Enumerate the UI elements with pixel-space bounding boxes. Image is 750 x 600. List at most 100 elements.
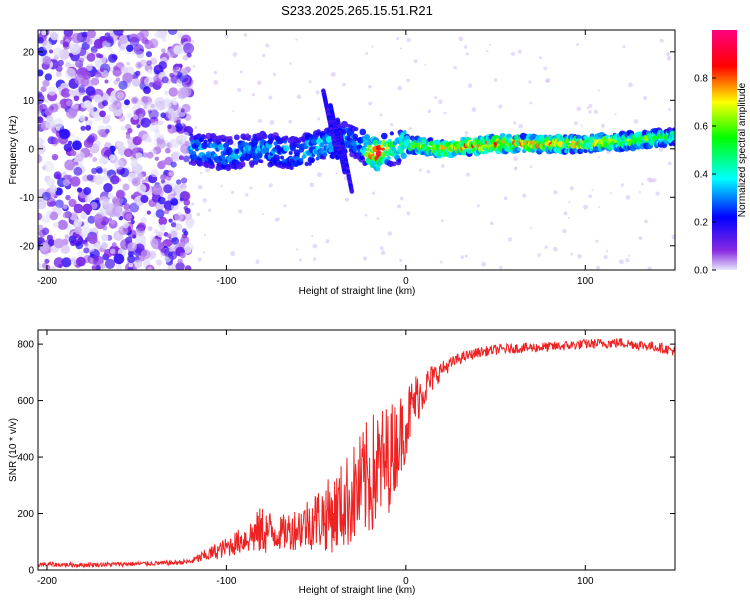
spectrogram-noise-blob bbox=[46, 178, 55, 187]
spectrogram-signal-cell bbox=[205, 151, 213, 158]
spectrogram-noise-blob bbox=[312, 257, 317, 261]
spectrogram-noise-blob bbox=[93, 94, 103, 103]
spectrogram-noise-blob bbox=[173, 64, 180, 71]
spectrogram-signal-cell bbox=[400, 152, 407, 160]
spectrogram-noise-blob bbox=[147, 267, 153, 270]
spectrogram-noise-blob bbox=[379, 246, 384, 251]
spectrogram-noise-blob bbox=[460, 255, 465, 259]
spectrogram-noise-blob bbox=[122, 72, 133, 84]
spectrogram-noise-blob bbox=[179, 241, 186, 248]
spectrogram-noise-blob bbox=[168, 112, 178, 122]
spectrogram-noise-blob bbox=[539, 56, 543, 60]
spectrogram-noise-blob bbox=[73, 151, 85, 162]
spectrogram-noise-blob bbox=[205, 167, 211, 173]
spectrogram-noise-blob bbox=[196, 212, 201, 217]
spectrogram-noise-blob bbox=[108, 53, 117, 63]
spectrogram-noise-blob bbox=[146, 210, 151, 215]
spectrogram-noise-blob bbox=[84, 197, 91, 203]
spectrogram-noise-blob bbox=[232, 143, 237, 147]
spectrogram-noise-blob bbox=[439, 260, 443, 264]
spectrogram-noise-blob bbox=[93, 174, 104, 186]
spectrogram-noise-blob bbox=[161, 37, 167, 43]
spectrogram-noise-blob bbox=[443, 111, 447, 115]
spectrogram-noise-blob bbox=[74, 226, 83, 235]
spectrogram-noise-blob bbox=[159, 134, 165, 140]
spectrogram-signal-cell bbox=[346, 137, 351, 142]
spectrogram-noise-blob bbox=[498, 104, 503, 109]
spectrogram-noise-blob bbox=[379, 113, 383, 117]
spectrogram-noise-blob bbox=[106, 35, 114, 44]
spectrogram-noise-blob bbox=[99, 263, 106, 269]
spectrogram-noise-blob bbox=[406, 78, 411, 83]
spectrogram-noise-blob bbox=[101, 234, 109, 242]
spectrogram-noise-blob bbox=[38, 262, 42, 269]
spectrogram-signal-cell bbox=[304, 161, 310, 167]
spectrogram-noise-blob bbox=[440, 163, 445, 168]
spectrogram-noise-blob bbox=[335, 172, 338, 175]
spectrogram-noise-blob bbox=[413, 59, 418, 64]
spectrogram-signal-cell bbox=[319, 142, 325, 148]
spectrogram-noise-blob bbox=[112, 205, 123, 217]
spectrogram-noise-blob bbox=[573, 121, 579, 126]
spectrogram-noise-blob bbox=[399, 258, 403, 262]
spectrogram-noise-blob bbox=[93, 213, 104, 224]
spectrogram-noise-blob bbox=[207, 208, 212, 212]
spectrogram-noise-blob bbox=[486, 49, 489, 53]
spectrogram-noise-blob bbox=[81, 31, 89, 38]
spectrogram-signal-cell bbox=[405, 139, 411, 145]
spectrogram-noise-blob bbox=[133, 259, 143, 269]
spectrogram-noise-blob bbox=[126, 44, 134, 52]
spectrogram-noise-blob bbox=[143, 104, 148, 110]
spectrogram-noise-blob bbox=[368, 84, 372, 89]
spectrogram-noise-blob bbox=[38, 111, 42, 118]
spectrogram-noise-blob bbox=[666, 55, 672, 61]
spectrogram-noise-blob bbox=[131, 78, 141, 87]
spectrogram-noise-blob bbox=[47, 238, 55, 247]
spectrogram-noise-blob bbox=[171, 198, 179, 206]
spectrogram-noise-blob bbox=[567, 216, 570, 219]
spectrogram-noise-blob bbox=[390, 123, 394, 127]
spectrogram-noise-blob bbox=[424, 63, 427, 66]
spectrogram-noise-blob bbox=[74, 74, 85, 85]
spectrogram-noise-blob bbox=[59, 128, 70, 140]
spectrogram-noise-blob bbox=[202, 251, 205, 254]
spectrogram-noise-blob bbox=[315, 90, 320, 95]
spectrogram-signal-cell bbox=[289, 166, 294, 171]
spectrogram-noise-blob bbox=[38, 198, 43, 203]
spectrogram-signal-cell bbox=[672, 127, 675, 132]
spectrogram-noise-blob bbox=[62, 204, 68, 210]
spectrogram-noise-blob bbox=[570, 252, 574, 256]
spectrogram-noise-blob bbox=[84, 100, 92, 108]
spectrogram-noise-blob bbox=[655, 191, 660, 196]
spectrogram-noise-blob bbox=[173, 185, 182, 193]
spectrogram-signal-cell bbox=[203, 139, 208, 144]
spectrogram-noise-blob bbox=[231, 190, 235, 195]
spectrogram-y-axis-label: Frequency (Hz) bbox=[8, 116, 19, 185]
y-tick-label: 600 bbox=[17, 396, 34, 407]
spectrogram-noise-blob bbox=[167, 30, 178, 35]
spectrogram-noise-blob bbox=[517, 49, 522, 54]
spectrogram-signal-cell bbox=[235, 148, 240, 153]
spectrogram-noise-blob bbox=[161, 48, 166, 54]
spectrogram-noise-blob bbox=[104, 258, 116, 269]
spectrogram-noise-blob bbox=[163, 184, 173, 194]
spectrogram-noise-blob bbox=[194, 126, 198, 129]
x-tick-label: 100 bbox=[577, 276, 594, 287]
spectrogram-noise-blob bbox=[166, 48, 176, 58]
spectrogram-noise-blob bbox=[507, 237, 513, 242]
spectrogram-noise-blob bbox=[406, 211, 411, 216]
spectrogram-noise-blob bbox=[49, 211, 59, 221]
spectrogram-noise-blob bbox=[125, 213, 133, 221]
spectrogram-noise-blob bbox=[593, 109, 598, 114]
spectrogram-signal-cell bbox=[198, 137, 204, 143]
spectrogram-noise-blob bbox=[597, 89, 600, 92]
spectrogram-noise-blob bbox=[49, 184, 58, 193]
spectrogram-noise-blob bbox=[362, 256, 368, 261]
spectrogram-noise-blob bbox=[64, 234, 70, 239]
spectrogram-signal-cell bbox=[583, 148, 588, 154]
spectrogram-noise-blob bbox=[130, 158, 139, 167]
spectrogram-noise-blob bbox=[80, 212, 88, 220]
spectrogram-noise-blob bbox=[255, 259, 260, 264]
spectrogram-noise-blob bbox=[52, 117, 64, 129]
spectrogram-noise-blob bbox=[169, 72, 175, 78]
